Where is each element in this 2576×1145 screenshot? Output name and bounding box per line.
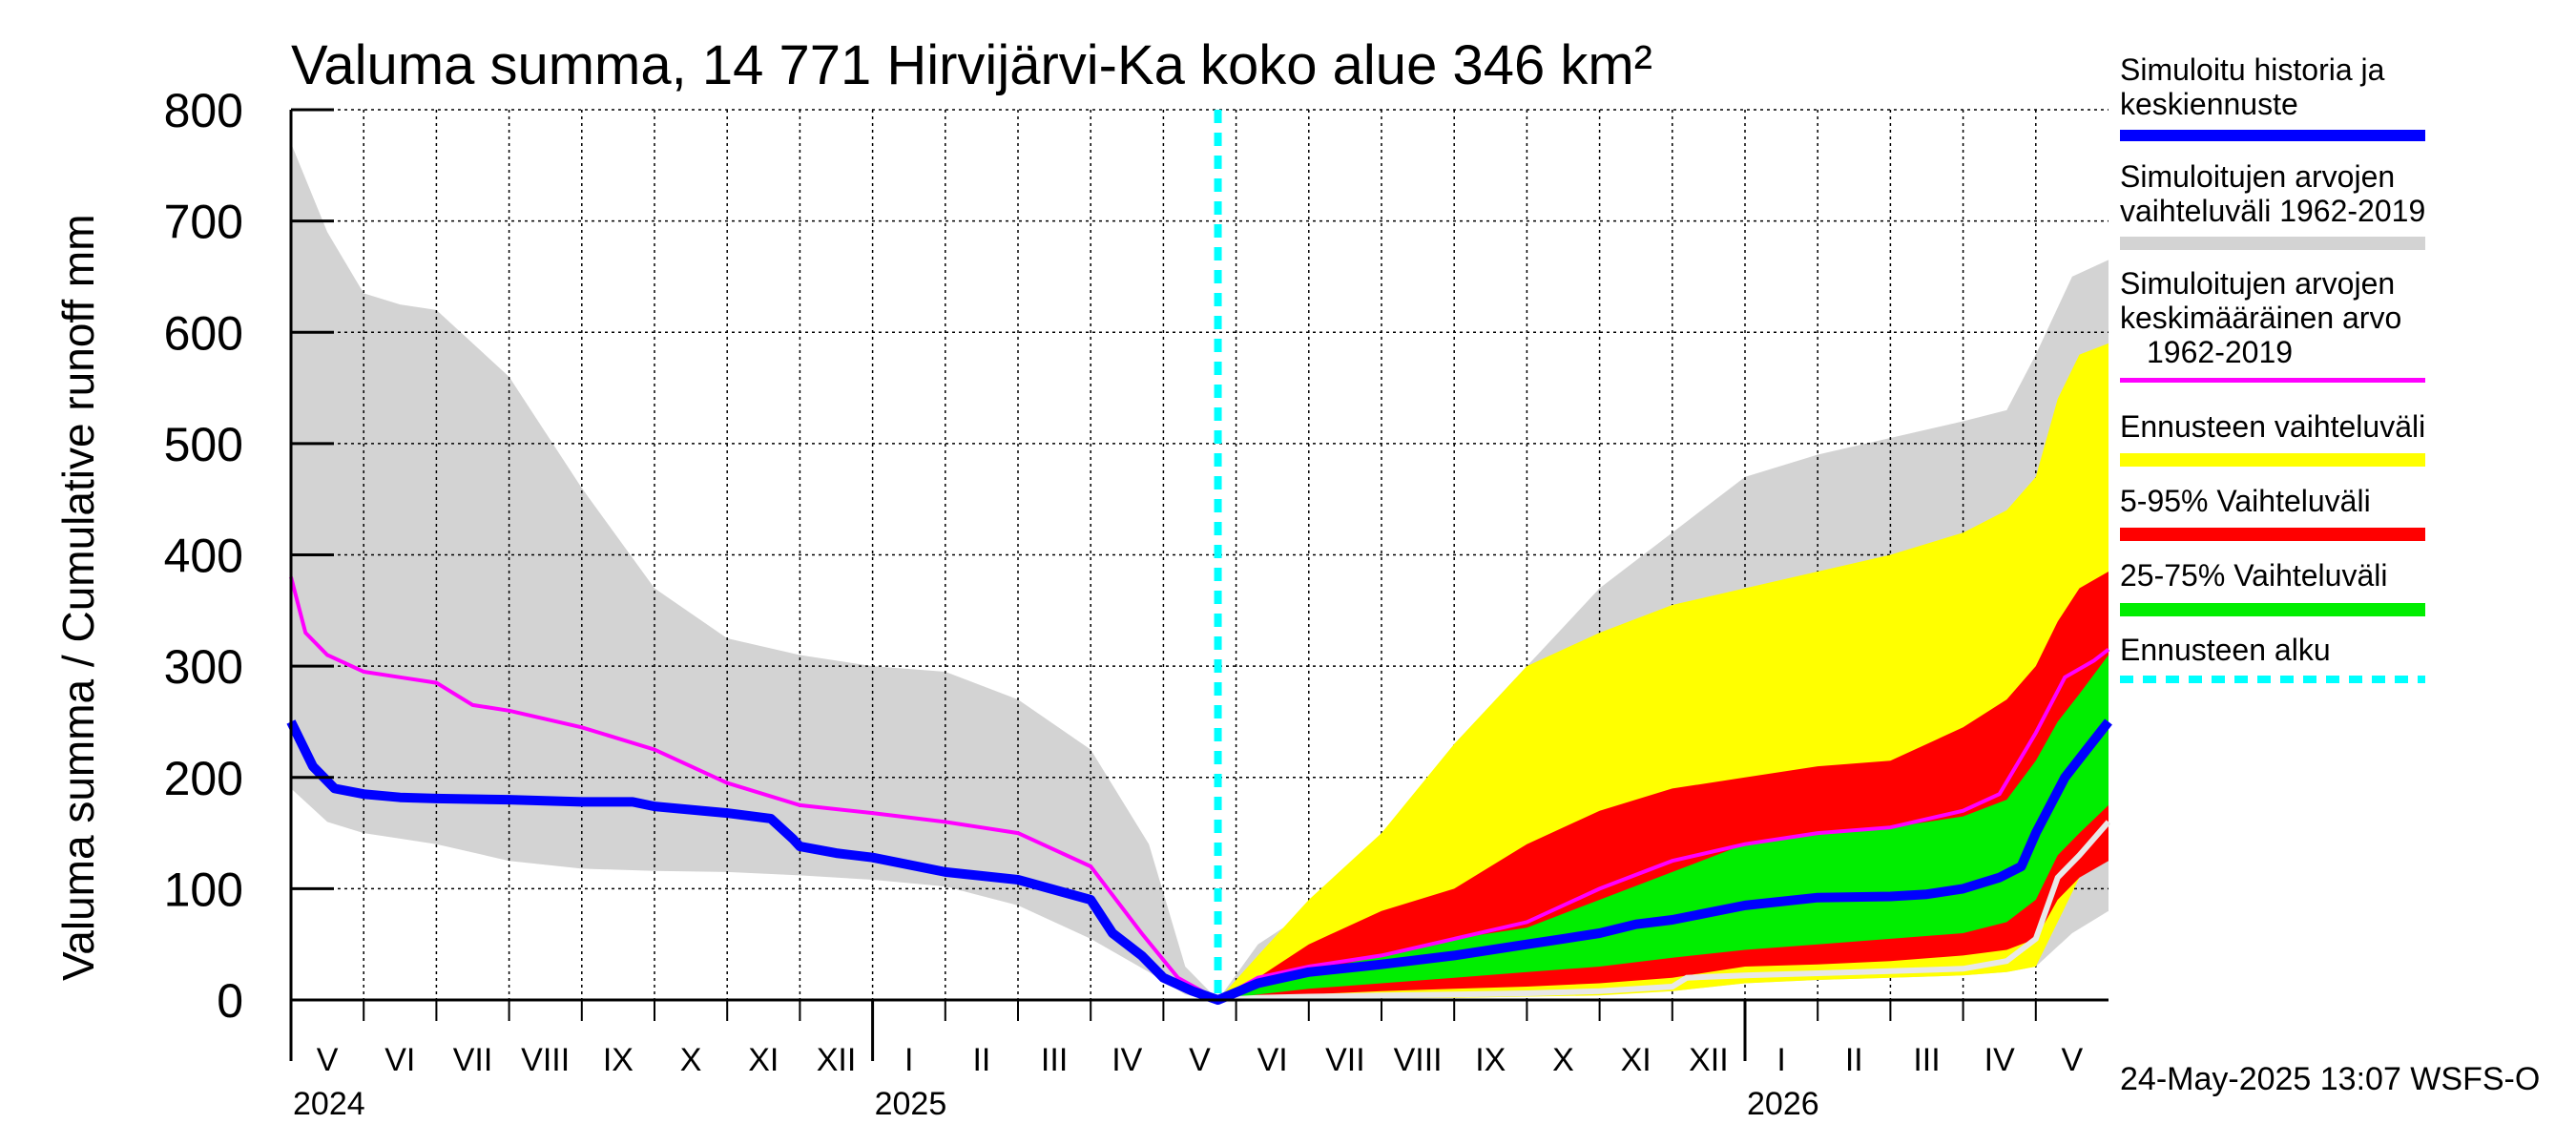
y-tick-label-0: 0 [217,974,243,1028]
month-label-18: XI [1621,1042,1652,1078]
p25-75-band [1217,655,2109,1000]
month-label-16: IX [1475,1042,1506,1078]
month-label-1: VI [384,1042,415,1078]
y-tick-label-400: 400 [164,530,243,583]
month-label-14: VII [1325,1042,1365,1078]
legend-hist-range-label-2: vaihteluväli 1962-2019 [2120,194,2425,228]
month-label-3: VIII [521,1042,570,1078]
legend-p5-95-swatch [2120,528,2425,541]
month-label-9: II [972,1042,990,1078]
legend-forecast-start-label: Ennusteen alku [2120,633,2331,667]
legend-p25-75-swatch [2120,603,2425,616]
y-tick-label-100: 100 [164,863,243,916]
month-label-19: XII [1689,1042,1729,1078]
month-label-24: V [2062,1042,2084,1078]
month-labels: V VI VII VIII IX X XI XII I II III IV V VI VII VIII IX X X… [317,1042,2084,1078]
legend-mean-label-2: keskimääräinen arvo [2120,301,2401,335]
legend-forecast-range-swatch [2120,453,2425,467]
month-label-8: I [904,1042,913,1078]
chart-title: Valuma summa, 14 771 Hirvijärvi-Ka koko … [291,34,1652,96]
hist-mean-line [289,576,2110,1003]
y-tick-labels: 0 100 200 300 400 500 600 700 800 [164,84,243,1028]
month-label-0: V [317,1042,339,1078]
month-label-20: I [1776,1042,1785,1078]
year-label-2025: 2025 [875,1086,947,1122]
series-lines [286,110,2112,1005]
legend-median-label-1: Simuloitu historia ja [2120,52,2385,87]
y-tick-label-700: 700 [164,196,243,249]
month-label-23: IV [1984,1042,2015,1078]
legend-mean-label-1: Simuloitujen arvojen [2120,266,2395,301]
p25-75-area [1217,655,2109,1000]
year-label-2024: 2024 [293,1086,365,1122]
year-labels: 2024 2025 2026 [293,1086,1819,1122]
month-label-10: III [1041,1042,1068,1078]
legend-forecast-range-label: Ennusteen vaihteluväli [2120,409,2425,444]
legend: Simuloitu historia ja keskiennuste Simul… [2120,52,2425,683]
legend-hist-range-swatch [2120,237,2425,250]
month-label-21: II [1845,1042,1863,1078]
y-axis-label: Valuma summa / Cumulative runoff mm [53,214,103,981]
y-tick-label-200: 200 [164,752,243,805]
legend-mean-label-3: 1962-2019 [2147,335,2293,369]
month-label-7: XII [817,1042,857,1078]
legend-p25-75-label: 25-75% Vaihteluväli [2120,558,2387,593]
month-label-6: XI [748,1042,779,1078]
month-label-15: VIII [1394,1042,1443,1078]
simulated-median-line [286,718,2112,1005]
forecast-low-line [1217,820,2111,1003]
month-label-12: V [1189,1042,1211,1078]
axes [289,108,2109,1061]
month-label-2: VII [453,1042,493,1078]
legend-p5-95-label: 5-95% Vaihteluväli [2120,484,2371,518]
y-tick-label-300: 300 [164,640,243,694]
month-label-4: IX [603,1042,634,1078]
legend-median-label-2: keskiennuste [2120,87,2298,121]
month-label-22: III [1913,1042,1940,1078]
y-tick-label-600: 600 [164,306,243,360]
legend-hist-range-label-1: Simuloitujen arvojen [2120,159,2395,194]
timestamp: 24-May-2025 13:07 WSFS-O [2120,1061,2540,1097]
month-label-17: X [1552,1042,1574,1078]
month-label-11: IV [1111,1042,1142,1078]
month-label-13: VI [1257,1042,1288,1078]
legend-median-swatch [2120,130,2425,141]
y-tick-label-500: 500 [164,418,243,471]
y-tick-label-800: 800 [164,84,243,137]
year-label-2026: 2026 [1747,1086,1819,1122]
month-label-5: X [680,1042,702,1078]
legend-mean-swatch [2120,378,2425,383]
